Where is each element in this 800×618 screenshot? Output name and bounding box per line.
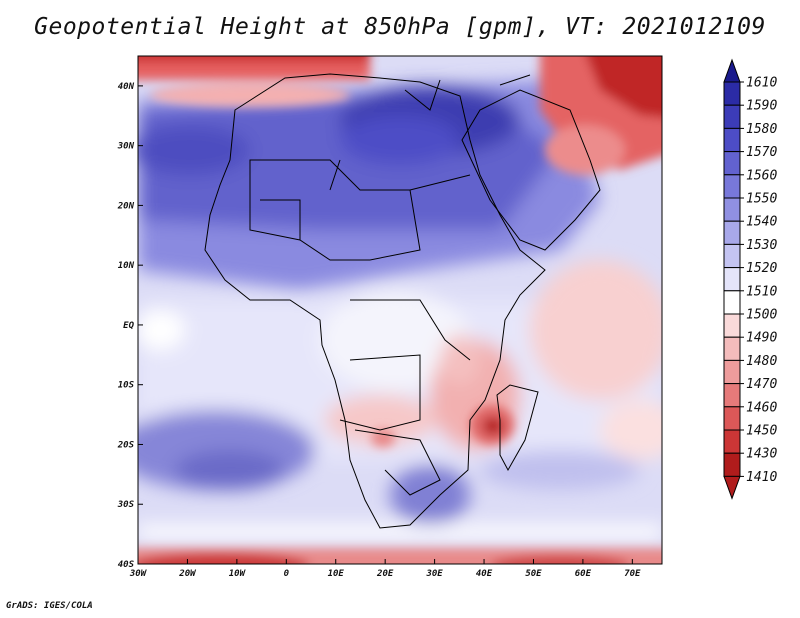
lon-tick-label: 70E	[624, 569, 641, 579]
colorbar-swatch	[723, 267, 741, 292]
lat-tick-label: EQ	[123, 321, 134, 331]
colorbar: 1610 1590 1580 1570 1560 1550 1540 1530 1520 1510…	[723, 58, 777, 500]
colorbar-label: 1550	[746, 192, 777, 207]
credit-text: GrADS: IGES/COLA	[6, 601, 93, 611]
colorbar-label: 1560	[746, 168, 777, 183]
lat-tick-label: 10N	[118, 261, 135, 271]
colorbar-label: 1530	[746, 238, 777, 253]
colorbar-swatch	[723, 127, 741, 153]
lat-tick-label: 30N	[117, 142, 135, 152]
lat-tick-label: 10S	[118, 381, 135, 391]
lon-tick-label: 50E	[525, 569, 542, 579]
colorbar-swatch	[723, 313, 741, 338]
latitude-ticks: 40N 30N 20N 10N EQ 10S 20S 30S 40S	[117, 82, 143, 570]
colorbar-swatch	[723, 197, 741, 222]
colorbar-swatch	[723, 151, 741, 176]
lon-tick-label: 30E	[425, 569, 443, 579]
colorbar-swatch	[723, 429, 741, 454]
colorbar-swatch	[723, 336, 741, 361]
height-field	[138, 56, 662, 564]
longitude-ticks: 30W 20W 10W 0 10E 20E 30E 40E 50E 60E 70E	[129, 559, 641, 579]
lat-tick-label: 40N	[118, 82, 135, 92]
colorbar-label: 1460	[746, 400, 777, 415]
colorbar-label: 1490	[746, 331, 777, 346]
colorbar-label: 1610	[746, 76, 777, 91]
lon-tick-label: 60E	[575, 569, 592, 579]
colorbar-label: 1430	[746, 447, 777, 462]
lon-tick-label: 20E	[376, 569, 394, 579]
map-frame	[137, 55, 663, 565]
lat-tick-label: 30S	[117, 500, 135, 510]
colorbar-swatch	[723, 220, 741, 245]
colorbar-top-arrow	[723, 58, 741, 83]
colorbar-swatch	[723, 452, 741, 477]
lat-tick-label: 20S	[117, 440, 135, 450]
map-title: Geopotential Height at 850hPa [gpm], VT:…	[34, 14, 766, 40]
colorbar-swatch	[723, 104, 741, 129]
lon-tick-label: 0	[284, 569, 290, 579]
colorbar-swatch	[723, 383, 741, 408]
colorbar-label: 1410	[746, 470, 777, 485]
lat-tick-label: 40S	[118, 560, 135, 570]
colorbar-label: 1500	[746, 308, 777, 323]
colorbar-swatch	[723, 81, 741, 106]
colorbar-label: 1480	[746, 354, 777, 369]
colorbar-label: 1520	[746, 261, 777, 276]
colorbar-label: 1570	[746, 145, 777, 160]
colorbar-swatch	[723, 243, 741, 269]
lon-tick-label: 10W	[229, 569, 247, 579]
lon-tick-label: 40E	[476, 569, 493, 579]
coastlines	[204, 73, 601, 529]
colorbar-swatch	[723, 406, 741, 431]
colorbar-label: 1470	[746, 377, 777, 392]
colorbar-label: 1540	[746, 215, 777, 230]
lon-tick-label: 20W	[178, 569, 197, 579]
colorbar-label: 1450	[746, 424, 777, 439]
lon-tick-label: 10E	[328, 569, 345, 579]
colorbar-label: 1510	[746, 284, 777, 299]
lat-tick-label: 20N	[117, 201, 135, 211]
colorbar-swatch	[723, 174, 741, 199]
colorbar-swatch	[723, 359, 741, 385]
lon-tick-label: 30W	[129, 569, 148, 579]
colorbar-swatch	[723, 290, 741, 315]
colorbar-bottom-arrow	[723, 475, 741, 500]
colorbar-label: 1580	[746, 122, 777, 137]
colorbar-label: 1590	[746, 99, 777, 114]
